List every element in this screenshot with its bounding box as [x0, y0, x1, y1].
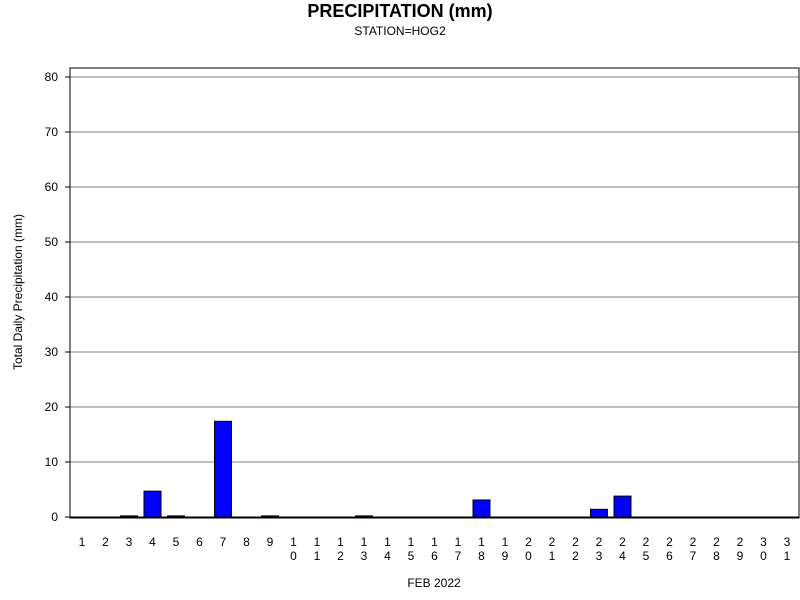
chart-subtitle: STATION=HOG2 — [354, 24, 446, 38]
y-tick-label: 30 — [45, 345, 59, 359]
y-tick-label: 50 — [45, 235, 59, 249]
y-tick-label: 80 — [45, 70, 59, 84]
y-tick-label: 20 — [45, 400, 59, 414]
y-axis-label: Total Daily Precipitation (mm) — [11, 214, 25, 370]
chart-title: PRECIPITATION (mm) — [307, 1, 492, 21]
plot-frame — [69, 67, 800, 519]
x-tick-label: 8 — [243, 535, 250, 549]
x-tick-label: 1 — [79, 535, 86, 549]
y-tick-label: 40 — [45, 290, 59, 304]
x-tick-label: 5 — [173, 535, 180, 549]
x-tick-label: 2 — [102, 535, 109, 549]
bar-day-23 — [590, 508, 608, 518]
bar-day-7 — [214, 420, 232, 518]
y-tick-label: 10 — [45, 455, 59, 469]
bar-day-3 — [120, 515, 138, 518]
y-tick-label: 0 — [51, 510, 58, 524]
bar-day-5 — [167, 515, 185, 518]
grid-lines — [70, 76, 799, 463]
bar-day-13 — [355, 515, 373, 518]
x-axis-label: FEB 2022 — [407, 576, 461, 590]
x-tick-label: 6 — [196, 535, 203, 549]
y-axis-ticks: 0 10 20 30 40 50 60 70 80 — [45, 70, 799, 524]
bar-day-18 — [472, 499, 491, 518]
y-tick-label: 70 — [45, 125, 59, 139]
bar-day-9 — [261, 515, 279, 518]
x-axis-ticks: 1 2 3 4 5 6 7 8 9 1 01 11 21 31 41 51 61 71 81 92 02 12 22 32 42… — [79, 535, 791, 563]
y-tick-label: 60 — [45, 180, 59, 194]
bar-day-4 — [143, 490, 162, 518]
x-tick-label: 3 — [126, 535, 133, 549]
bar-day-24 — [613, 495, 632, 518]
x-tick-label: 9 — [267, 535, 274, 549]
x-tick-label: 4 — [149, 535, 156, 549]
x-tick-label: 7 — [220, 535, 227, 549]
bars — [120, 420, 632, 518]
